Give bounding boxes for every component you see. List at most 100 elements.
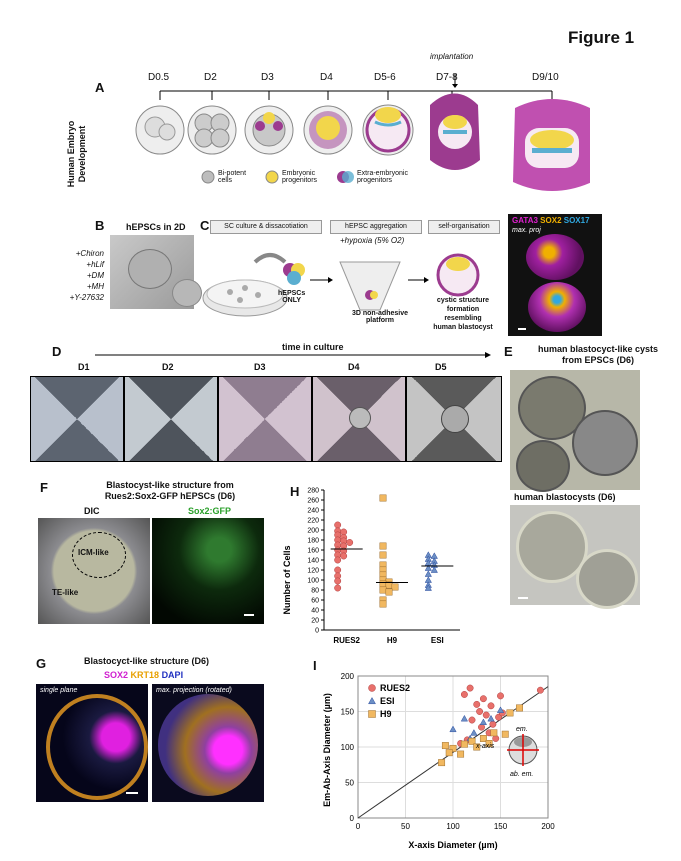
stain-sox17: SOX17 [563, 216, 590, 225]
panel-d-strip [30, 376, 502, 462]
max-projection-label: max. projection (rotated) [156, 687, 232, 694]
i-x-tick-label: 150 [494, 822, 508, 831]
panel-f-gfp-image [152, 518, 264, 624]
step-culture: SC culture & dissacotiation [210, 220, 322, 234]
panel-d-letter: D [52, 344, 62, 359]
h-point-rues2 [334, 584, 342, 592]
diagram-em: em. [516, 726, 528, 733]
i-plot-frame [357, 675, 549, 819]
embryo-d5-6 [362, 104, 414, 156]
i-point-h9 [516, 704, 523, 712]
h-point-rues2 [334, 521, 342, 529]
i-point-rues2 [489, 720, 497, 728]
panel-a-ylabel-line1: Human Embryo [66, 120, 76, 188]
i-x-tick-label: 50 [401, 822, 410, 831]
i-legend-label-esi: ESI [380, 696, 395, 706]
panel-a-timeline [135, 74, 590, 191]
embryo-d4 [303, 105, 353, 155]
i-marks [438, 684, 544, 767]
h-point-h9 [391, 583, 399, 591]
h-y-tick-label: 40 [311, 608, 319, 615]
stain-g-krt18: KRT18 [130, 670, 160, 680]
day-label-d4: D4 [320, 72, 333, 83]
h-y-tick-label: 140 [307, 558, 319, 565]
panel-c-letter: C [200, 218, 210, 233]
h-point-esi [424, 584, 432, 591]
dic-label: DIC [84, 506, 100, 516]
day-label-d0-5: D0.5 [148, 72, 170, 83]
panel-c-schematic [202, 253, 480, 317]
panel-a-days: D0.5 D2 D3 D4 D5-6 D7-8 D9/10 [120, 72, 590, 86]
h-category-label: ESI [431, 636, 444, 645]
panel-b-letter: B [95, 218, 105, 233]
i-legend-marker-esi [368, 696, 376, 705]
i-point-rues2 [479, 695, 487, 703]
h-y-tick-label: 80 [311, 588, 319, 595]
panel-b-title: hEPSCs in 2D [126, 222, 186, 232]
factor-chiron: +Chiron [75, 249, 104, 258]
embryo-d9-10 [513, 99, 590, 191]
h-ylabel: Number of Cells [282, 545, 292, 614]
i-point-h9 [473, 743, 481, 751]
platform-label: 3D non-adhesive platform [351, 310, 408, 324]
icm-label: ICM-like [78, 548, 109, 557]
h-axis: 0 20 40 60 80 100 120 140 160 180 200 220 240 260 280 R… [307, 488, 460, 645]
diagram-abem: ab. em. [510, 771, 533, 778]
embryo-d2 [187, 105, 237, 155]
panel-c-stain-image: GATA3 SOX2 SOX17 max. proj [508, 214, 602, 336]
h-category-label: H9 [387, 636, 398, 645]
h-y-tick-label: 200 [307, 528, 319, 535]
sox2gfp-label: Sox2:GFP [188, 506, 232, 516]
day-label-d2: D2 [204, 72, 217, 83]
i-point-h9 [485, 740, 493, 747]
h-point-esi [424, 570, 432, 577]
hepsc-only-label: hEPSCs ONLY [278, 290, 306, 304]
stain-g-sox2: SOX2 [104, 670, 129, 680]
h-point-rues2 [346, 539, 354, 546]
i-point-esi [449, 725, 457, 733]
stain-proj: max. proj [512, 227, 541, 234]
well-d4 [312, 376, 406, 462]
i-point-rues2 [536, 686, 544, 694]
i-legend-marker-h9 [368, 710, 376, 718]
i-y-tick-label: 100 [341, 743, 355, 752]
i-point-h9 [506, 709, 514, 717]
i-point-rues2 [476, 708, 484, 715]
legend-embryonic: Embryonic progenitors [282, 170, 318, 184]
h-point-rues2 [334, 577, 342, 585]
time-in-culture: time in culture [282, 342, 344, 352]
i-point-h9 [445, 749, 453, 757]
well-d5 [406, 376, 502, 462]
h-y-tick-label: 100 [307, 578, 319, 585]
well-d1 [30, 376, 124, 462]
h-point-h9 [379, 542, 387, 550]
i-point-h9 [460, 740, 468, 748]
i-point-h9 [441, 742, 449, 750]
panel-g-title: Blastocyct-like structure (D6) [84, 656, 210, 666]
factor-mh: +MH [86, 282, 104, 291]
i-x-tick-label: 0 [356, 822, 361, 831]
h-point-h9 [379, 551, 387, 559]
factor-y27632: +Y-27632 [69, 293, 104, 302]
i-legend: RUES2 ESI H9 [368, 683, 410, 719]
i-y-tick-label: 50 [345, 779, 354, 788]
i-point-esi [460, 714, 469, 722]
i-point-rues2 [460, 691, 468, 698]
i-point-rues2 [495, 713, 503, 721]
h-y-tick-label: 180 [307, 538, 319, 545]
panel-g-maxproj-image: max. projection (rotated) [152, 684, 264, 802]
h-marks [330, 494, 454, 608]
panel-h-letter: H [290, 484, 300, 499]
embryo-d3 [244, 105, 294, 155]
panel-e-cysts-image [510, 370, 640, 492]
panel-a-ylabel: Human Embryo Development [66, 112, 126, 202]
i-y-tick-label: 0 [350, 814, 355, 823]
te-label: TE-like [52, 588, 79, 597]
d-label-3: D3 [254, 362, 266, 372]
h-point-rues2 [334, 556, 342, 564]
panel-e-title: human blastocyct-like cysts from EPSCs (D… [537, 344, 659, 365]
i-point-rues2 [487, 702, 495, 710]
i-point-esi [496, 706, 505, 713]
panel-a-legend-icons [201, 170, 354, 184]
em-axis-diagram: em. x-axis ab. em. [475, 726, 539, 778]
